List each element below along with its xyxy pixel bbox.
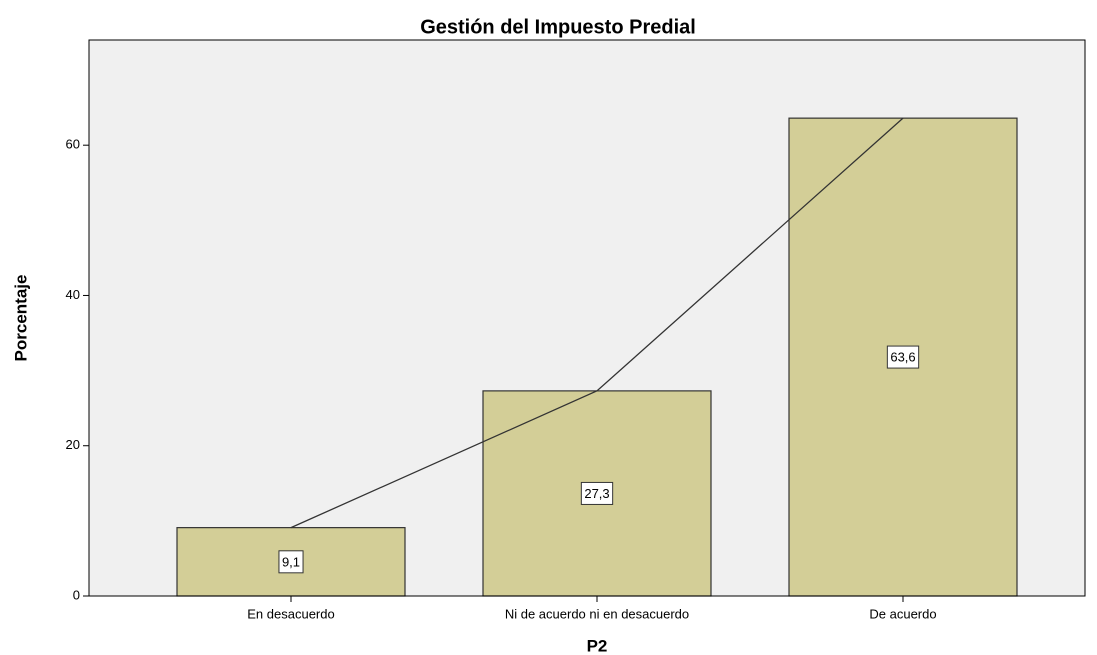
y-axis-title: Porcentaje bbox=[11, 275, 30, 362]
value-label-box bbox=[278, 550, 304, 574]
x-tick-label: Ni de acuerdo ni en desacuerdo bbox=[505, 606, 689, 621]
value-label: 9,1 bbox=[282, 554, 300, 569]
y-tick-label: 60 bbox=[66, 137, 80, 152]
x-tick-label: De acuerdo bbox=[869, 606, 936, 621]
y-tick-label: 40 bbox=[66, 287, 80, 302]
x-axis-title: P2 bbox=[587, 636, 608, 655]
line bbox=[290, 117, 904, 529]
x-tick-label: En desacuerdo bbox=[247, 606, 334, 621]
value-label: 63,6 bbox=[890, 350, 915, 365]
value-label: 27,3 bbox=[584, 486, 609, 501]
y-tick-label: 20 bbox=[66, 437, 80, 452]
value-label-box bbox=[580, 481, 614, 505]
chart-title: Gestión del Impuesto Predial bbox=[420, 16, 696, 38]
y-tick-label: 0 bbox=[73, 587, 80, 602]
value-label-box bbox=[886, 345, 920, 369]
